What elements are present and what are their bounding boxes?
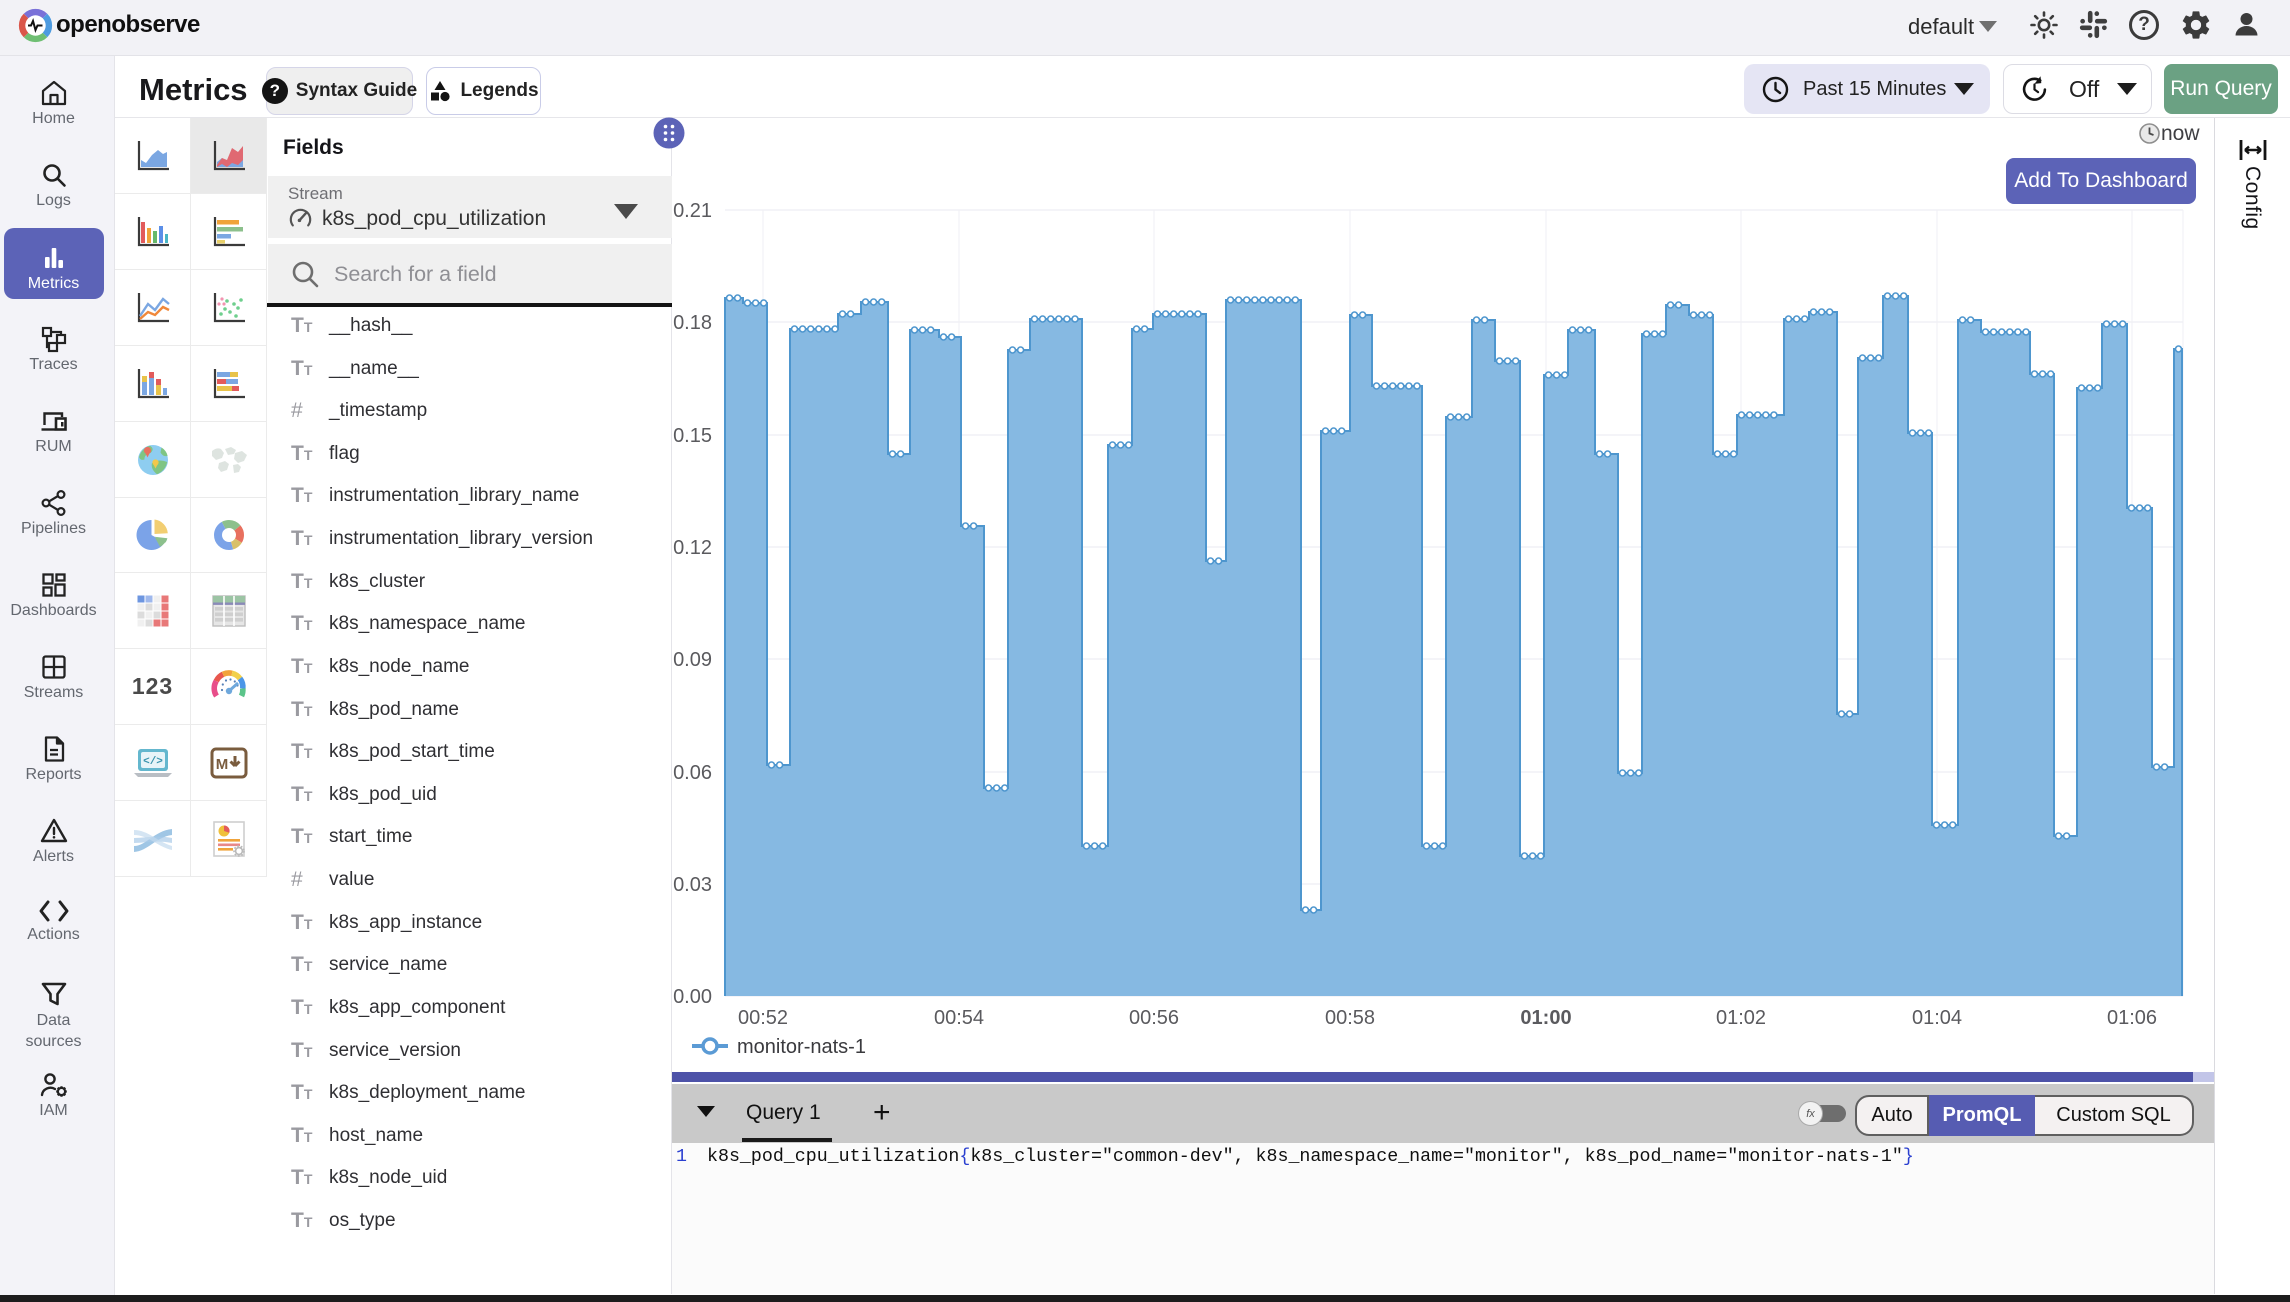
svg-text:0.06: 0.06 — [673, 762, 712, 784]
svg-text:00:58: 00:58 — [1325, 1007, 1375, 1029]
svg-text:0.18: 0.18 — [673, 312, 712, 334]
svg-text:M: M — [215, 756, 228, 773]
svg-text:00:56: 00:56 — [1129, 1007, 1179, 1029]
svg-text:0.12: 0.12 — [673, 537, 712, 559]
svg-text:0.03: 0.03 — [673, 874, 712, 896]
svg-text:01:02: 01:02 — [1716, 1007, 1766, 1029]
svg-text:01:04: 01:04 — [1912, 1007, 1962, 1029]
svg-text:0.15: 0.15 — [673, 425, 712, 447]
svg-text:0.09: 0.09 — [673, 649, 712, 671]
svg-text:0.21: 0.21 — [673, 200, 712, 222]
svg-text:0.00: 0.00 — [673, 986, 712, 1008]
svg-text:monitor-nats-1: monitor-nats-1 — [737, 1036, 866, 1058]
svg-text:01:00: 01:00 — [1520, 1007, 1571, 1029]
svg-text:01:06: 01:06 — [2107, 1007, 2157, 1029]
svg-text:</>: </> — [143, 756, 163, 768]
svg-text:00:54: 00:54 — [934, 1007, 984, 1029]
svg-text:00:52: 00:52 — [738, 1007, 788, 1029]
